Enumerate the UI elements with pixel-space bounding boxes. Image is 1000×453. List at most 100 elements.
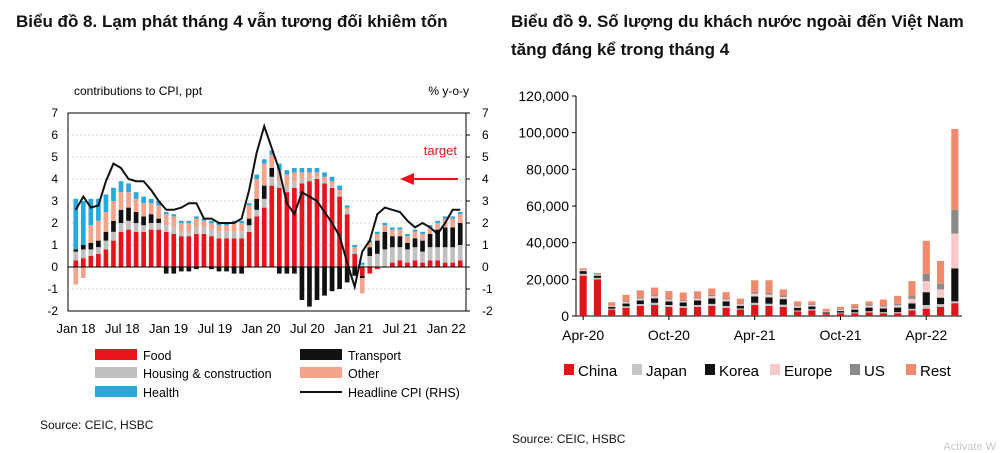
left-x-tick-label: Jul 18 [105,321,140,336]
right-bar-segment [651,287,659,296]
left-bar-segment [322,183,327,267]
left-chart-source: Source: CEIC, HSBC [40,418,154,432]
left-bar-segment [194,218,199,228]
left-bar-segment [397,229,403,237]
left-bar-segment [224,231,229,239]
right-bar-segment [779,306,787,316]
left-y-tick-label: 2 [51,216,58,230]
right-bar-segment [894,312,902,314]
left-bar-segment [171,267,177,274]
left-target-arrow-head [400,173,414,185]
left-bar-segment [344,214,350,267]
left-bar-segment [133,192,139,199]
right-legend-label: Korea [719,363,760,380]
left-bar-segment [427,247,433,261]
right-bar-segment [651,296,659,299]
left-bar-segment [178,236,184,267]
right-bar-segment [865,305,873,308]
left-bar-segment [307,179,312,182]
right-bar-segment [794,306,802,308]
right-bar-segment [708,294,716,297]
left-bar-segment [269,176,275,186]
right-bar-segment [794,310,802,312]
left-bar-segment [246,231,252,267]
right-bar-segment [622,306,630,308]
left-bar-segment [269,154,275,168]
left-bar-segment [344,209,350,215]
left-bar-segment [314,172,320,177]
left-bar-segment [118,231,124,267]
left-bar-segment [103,249,109,267]
left-bar-segment [322,172,327,177]
right-bar-segment [936,304,945,307]
right-bar-segment [865,311,873,313]
left-bar-segment [329,181,335,186]
left-bar-segment [209,229,214,237]
left-bar-segment [442,227,448,248]
left-bar-segment [329,185,335,188]
left-bar-segment [435,220,440,223]
left-bar-segment [148,223,154,230]
right-bar-segment [894,313,902,316]
left-bar-segment [352,251,358,254]
right-bar-segment [908,298,916,304]
right-bar-segment [836,309,845,312]
right-chart-source: Source: CEIC, HSBC [512,432,626,446]
left-bar-segment [450,247,456,263]
left-bar-segment [427,227,433,234]
right-bar-segment [879,305,887,307]
left-headline-cpi-line [74,122,461,291]
right-bar-segment [736,304,744,306]
right-bar-segment [665,299,673,302]
right-bar-segment [851,307,859,309]
left-bar-segment [435,229,440,248]
left-bar-segment [344,207,350,210]
left-bar-segment [133,231,139,267]
left-bar-segment [88,225,94,243]
left-y-tick-label: 4 [51,172,58,186]
left-bar-segment [141,216,146,226]
left-bar-segment [292,181,297,188]
left-legend-swatch [95,349,137,360]
left-bar-segment [442,247,448,263]
left-bar-segment [88,249,94,256]
left-bar-segment [254,216,260,267]
right-bar-segment [736,305,744,309]
left-bar-segment [239,238,244,267]
left-bar-segment [163,214,169,226]
left-bar-segment [390,247,395,263]
right-bar-segment [922,281,930,293]
left-bar-segment [231,223,237,232]
left-bar-segment [397,247,403,261]
left-bar-segment [239,231,244,239]
right-bar-segment [951,209,959,234]
left-bar-segment [435,223,440,230]
left-bar-segment [163,212,169,215]
right-bar-segment [922,292,930,305]
left-bar-segment [148,203,154,215]
right-bar-segment [636,298,644,301]
left-bar-segment [359,267,365,276]
left-bar-segment [133,198,139,212]
right-bar-segment [808,305,816,307]
left-bar-segment [231,238,237,267]
left-bar-segment [329,267,335,292]
left-bar-segment [239,220,244,223]
left-bar-segment [382,225,388,232]
left-bar-segment [111,187,116,201]
left-bar-segment [141,231,146,267]
left-bar-segment [307,172,312,179]
left-bar-segment [118,181,124,193]
left-y2-tick-label: 3 [482,194,489,208]
left-bar-segment [390,262,395,267]
left-bar-segment [390,227,395,230]
left-y-axis-label: contributions to CPI, ppt [74,84,203,98]
right-y-tick-label: 120,000 [518,88,569,104]
left-bar-segment [397,236,403,248]
right-bar-segment [808,304,816,305]
left-bar-segment [96,247,101,254]
right-bar-segment [922,308,930,316]
right-bar-segment [679,302,687,307]
left-bar-segment [292,168,297,173]
left-bar-segment [292,267,297,274]
